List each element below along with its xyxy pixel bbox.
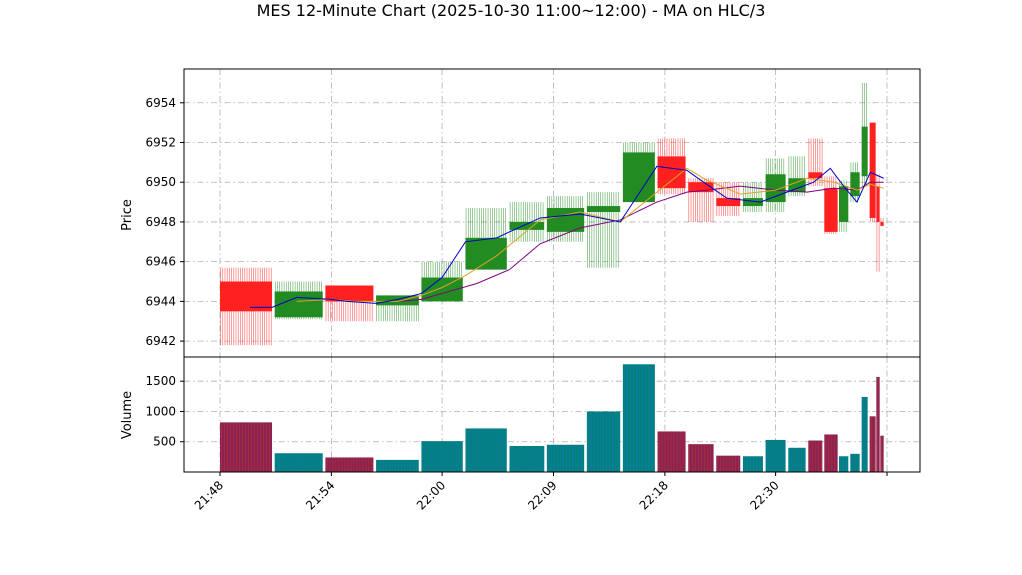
volume-bar-up	[622, 364, 655, 472]
volume-bar-up	[421, 441, 463, 472]
volume-bars	[220, 364, 884, 472]
price-tick-label: 6944	[145, 294, 176, 308]
candle-body-up	[421, 277, 463, 302]
candle-body-down	[824, 188, 838, 232]
candle-body-up	[850, 172, 860, 197]
volume-axis-label: Volume	[120, 391, 135, 439]
candle-body-up	[788, 178, 806, 193]
volume-bar-down	[869, 416, 876, 472]
price-tick-label: 6948	[145, 215, 176, 229]
price-axis-label: Price	[120, 199, 135, 231]
volume-bar-down	[808, 440, 823, 472]
candle-body-down	[325, 285, 374, 302]
candle-body-down	[880, 221, 884, 226]
price-y-ticks: 6942 6944 6946 6948 6950 6952 6954	[145, 96, 184, 348]
volume-tick-label: 1000	[145, 404, 176, 418]
volume-bar-up	[861, 396, 868, 472]
candle-body-up	[838, 186, 849, 222]
volume-bar-down	[824, 434, 838, 472]
volume-bar-up	[742, 456, 763, 472]
candle-body-up	[376, 295, 419, 306]
volume-bar-down	[325, 457, 374, 472]
x-tick-label: 22:00	[414, 478, 448, 512]
candle-body-up	[465, 237, 507, 270]
volume-bar-up	[546, 444, 585, 472]
volume-panel: 500 1000 1500	[145, 356, 921, 473]
x-tick-label: 21:48	[192, 478, 226, 512]
volume-tick-label: 500	[153, 435, 176, 449]
volume-bar-up	[376, 459, 419, 472]
x-tick-label: 22:09	[525, 478, 559, 512]
price-tick-label: 6942	[145, 334, 176, 348]
price-panel: 6942 6944 6946 6948 6950 6952 6954	[145, 68, 921, 358]
x-tick-label: 22:18	[637, 478, 671, 512]
x-axis-ticks: 21:48 21:54 22:00 22:09 22:18 22:30	[192, 472, 888, 513]
volume-panel-frame	[183, 356, 921, 473]
x-tick-label: 21:54	[303, 478, 337, 512]
candle-body-up	[509, 221, 545, 230]
moving-average-lines	[250, 165, 884, 308]
candle-body-up	[274, 291, 323, 318]
volume-bar-down	[688, 444, 714, 472]
volume-bar-up	[765, 439, 786, 472]
candle-body-down	[716, 198, 741, 207]
x-tick-label: 22:30	[747, 478, 781, 512]
volume-bar-up	[509, 445, 545, 472]
volume-y-ticks: 500 1000 1500	[145, 374, 184, 449]
candle-body-down	[876, 186, 880, 222]
candle-body-up	[586, 206, 621, 213]
volume-bar-up	[465, 428, 507, 472]
ma-slow-line	[398, 181, 884, 302]
candle-body-down	[808, 172, 823, 179]
candle-body-down	[688, 182, 714, 193]
candle-body-down	[657, 156, 686, 189]
candle-body-up	[861, 126, 868, 177]
volume-tick-label: 1500	[145, 374, 176, 388]
volume-bar-up	[274, 453, 323, 472]
ma-fast-line	[250, 165, 884, 308]
candle-body-up	[742, 198, 763, 207]
candle-body-down	[869, 122, 876, 218]
price-tick-label: 6952	[145, 135, 176, 149]
price-tick-label: 6946	[145, 255, 176, 269]
chart-title: MES 12-Minute Chart (2025-10-30 11:00~12…	[257, 1, 766, 20]
candle-body-down	[220, 281, 273, 312]
candle-body-up	[765, 174, 786, 203]
volume-bar-down	[716, 455, 741, 472]
price-tick-label: 6950	[145, 175, 176, 189]
volume-bar-up	[788, 447, 806, 472]
candle-body-up	[546, 208, 585, 232]
price-tick-label: 6954	[145, 96, 176, 110]
